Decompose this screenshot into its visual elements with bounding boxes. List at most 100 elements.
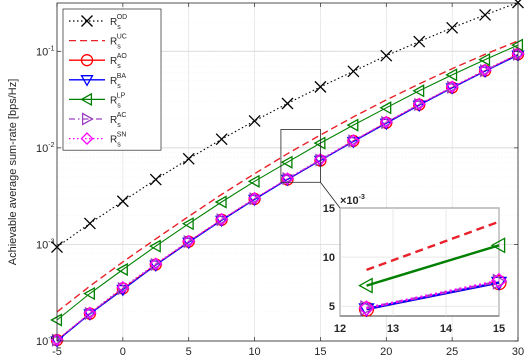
inset-data-point	[490, 237, 506, 254]
x-tick-label: 0	[120, 346, 126, 358]
legend-entry: RsSN	[69, 132, 126, 149]
legend-label: RsBA	[110, 73, 126, 90]
inset-y-tick-label: 15	[323, 203, 335, 215]
legend: RsOD RsUC RsAO RsBA RsLP RsAC RsSN	[62, 8, 162, 151]
legend-marker	[81, 15, 93, 27]
data-point	[346, 134, 360, 147]
inset-x-tick-label: 15	[493, 323, 505, 335]
data-point	[181, 217, 194, 231]
inset-data-point	[358, 277, 373, 294]
data-point	[412, 84, 425, 98]
data-point	[347, 65, 360, 78]
data-point	[313, 136, 326, 150]
legend-label: RsAO	[110, 53, 127, 70]
x-tick-label: 30	[512, 346, 524, 358]
legend-label: RsUC	[110, 34, 127, 51]
data-point	[512, 0, 524, 9]
x-tick-label: 5	[186, 346, 192, 358]
data-point	[50, 313, 63, 327]
inset-series-uc	[366, 220, 500, 272]
series-line	[56, 1, 519, 248]
data-point	[116, 195, 129, 208]
data-point	[479, 8, 492, 21]
data-point	[182, 234, 196, 248]
data-point	[83, 286, 95, 301]
inset-series-lp	[358, 237, 506, 294]
series-layer	[50, 0, 525, 348]
data-point	[379, 115, 393, 129]
data-point	[413, 35, 426, 48]
inset-plot: 12 13 14 15 5 10 15 ×10-3	[323, 194, 508, 335]
y-tick-label: 10-4	[36, 335, 55, 348]
data-point	[116, 280, 130, 294]
data-point	[148, 239, 161, 253]
data-point	[149, 257, 163, 271]
data-point	[149, 173, 162, 186]
data-point	[116, 262, 128, 277]
series-lp	[50, 38, 524, 327]
legend-entry: RsOD	[69, 14, 127, 31]
x-tick-label: 15	[314, 346, 326, 358]
legend-entry: RsAO	[69, 53, 127, 70]
data-point	[380, 49, 393, 62]
inset-scale-label: ×10-3	[340, 194, 365, 207]
inset-x-tick-label: 14	[440, 323, 453, 335]
data-point	[379, 101, 392, 115]
data-point	[282, 172, 295, 186]
zoom-box	[280, 129, 341, 209]
inset-series-line	[366, 220, 500, 272]
inset-data-point	[360, 300, 375, 317]
data-point	[247, 174, 260, 188]
data-point	[83, 306, 97, 320]
data-point	[83, 217, 96, 230]
legend-label: RsOD	[110, 14, 127, 31]
x-tick-label: 20	[380, 346, 392, 358]
data-point	[214, 195, 227, 209]
y-axis-label: Achievable average sum-rate [bps/Hz]	[7, 79, 19, 265]
data-point	[346, 118, 359, 132]
inset-data-point	[491, 272, 507, 289]
legend-marker	[80, 132, 94, 146]
series-line	[56, 54, 519, 342]
series-line	[56, 44, 519, 321]
series-uc	[56, 40, 519, 313]
legend-entry: RsBA	[69, 73, 126, 90]
inset-x-tick-label: 13	[387, 323, 399, 335]
inset-series-line	[366, 244, 500, 287]
data-point	[248, 191, 261, 205]
data-point	[281, 97, 294, 110]
zoom-rectangle	[280, 129, 321, 183]
x-tick-label: 25	[446, 346, 458, 358]
series-line	[56, 40, 519, 313]
y-tick-label: 10-2	[36, 142, 55, 155]
data-point	[281, 172, 294, 186]
legend-entry: RsAC	[69, 112, 126, 129]
data-point	[446, 21, 459, 34]
legend-marker	[80, 92, 93, 107]
data-point	[248, 114, 261, 127]
plot-frame	[56, 2, 519, 342]
data-point	[478, 63, 492, 77]
x-tick-labels: -5 0 5 10 15 20 25 30	[52, 346, 524, 358]
inset-series-sn	[358, 272, 507, 317]
data-point	[511, 38, 524, 52]
inset-frame	[339, 207, 500, 317]
series-line	[56, 53, 519, 341]
legend-label: RsLP	[110, 92, 126, 109]
data-point	[50, 333, 64, 347]
inset-data-point	[358, 300, 375, 317]
data-point	[182, 152, 195, 165]
y-tick-labels: 10-4 10-3 10-2 10-1	[36, 45, 518, 348]
legend-entry: RsUC	[69, 34, 127, 51]
x-tick-label: -5	[52, 346, 62, 358]
inset-y-tick-label: 10	[323, 252, 335, 264]
y-tick-label: 10-3	[36, 238, 55, 251]
data-point	[445, 68, 458, 82]
data-point	[412, 97, 426, 111]
legend-label: RsSN	[110, 132, 126, 149]
inset-y-tick-label: 5	[329, 301, 335, 313]
x-tick-label: 10	[248, 346, 260, 358]
legend-label: RsAC	[110, 112, 126, 129]
legend-marker	[80, 54, 94, 67]
